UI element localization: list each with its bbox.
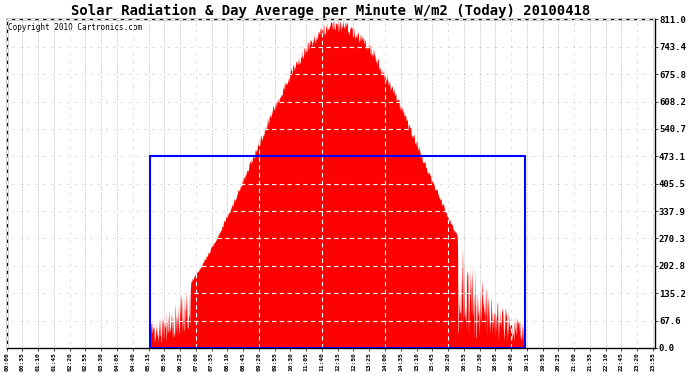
Text: Copyright 2010 Cartronics.com: Copyright 2010 Cartronics.com	[8, 23, 142, 32]
Title: Solar Radiation & Day Average per Minute W/m2 (Today) 20100418: Solar Radiation & Day Average per Minute…	[71, 4, 591, 18]
Bar	[150, 156, 525, 348]
